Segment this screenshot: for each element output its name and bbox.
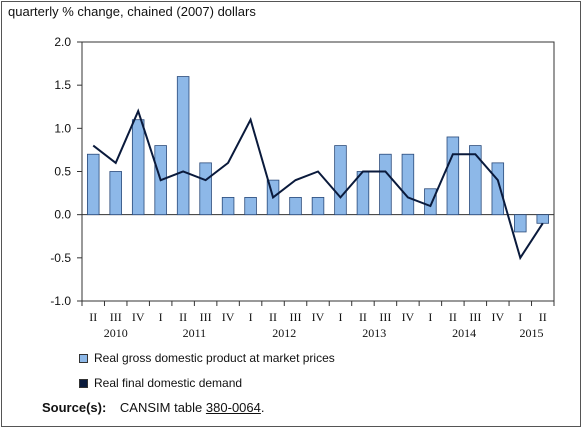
bar [244,196,257,216]
legend-item-final-demand: Real final domestic demand [79,376,242,390]
chart-plot: 2.01.51.00.50.0-0.5-1.0II III IV I II III IV I I… [50,35,555,340]
bar [514,214,527,233]
x-tick-label: III [290,310,302,324]
x-year-label: 2011 [183,326,207,340]
x-tick-label: IV [402,310,415,324]
legend-item-gdp: Real gross domestic product at market pr… [79,351,335,365]
bar [446,136,460,216]
bar [199,162,212,216]
bar [491,162,505,216]
x-tick-label: IV [132,310,145,324]
x-tick-label: II [179,310,187,324]
x-tick-label: III [469,310,481,324]
bar [334,145,347,216]
x-year-label: 2013 [362,326,386,340]
y-tick-label: -0.5 [50,251,71,265]
source-label: Source(s): [42,400,107,415]
bar [424,188,437,216]
x-tick-label: I [338,310,342,324]
bar [86,153,100,216]
x-tick-label: I [518,310,522,324]
x-tick-label: III [200,310,212,324]
x-tick-label: II [89,310,97,324]
source-text: CANSIM table [119,400,203,415]
x-tick-label: III [110,310,122,324]
x-tick-label: I [428,310,432,324]
source-link[interactable]: 380-0064 [205,400,261,415]
y-tick-label: -1.0 [50,294,71,308]
bar [401,153,415,216]
bar [221,196,235,216]
legend-swatch-final-demand [79,378,88,388]
x-tick-label: IV [312,310,325,324]
bar [176,76,190,216]
bar [289,196,302,216]
bar [356,171,370,216]
x-year-label: 2012 [272,326,296,340]
x-tick-label: I [159,310,163,324]
y-tick-label: 0.5 [54,165,71,179]
x-tick-label: II [539,310,547,324]
x-tick-label: IV [222,310,235,324]
x-tick-label: IV [491,310,504,324]
bar [379,153,392,216]
x-tick-label: II [269,310,277,324]
legend-label-final-demand: Real final domestic demand [94,376,243,390]
x-tick-label: II [449,310,457,324]
x-year-label: 2015 [520,326,544,340]
y-tick-label: 2.0 [54,35,71,49]
bar [109,171,122,216]
source-line: Source(s): CANSIM table 380-0064. [42,400,265,415]
bar [131,119,145,216]
source-suffix: . [260,400,265,415]
x-tick-label: II [359,310,367,324]
y-tick-label: 1.5 [54,78,71,92]
bar [536,214,550,224]
x-tick-label: I [249,310,253,324]
line-final-demand [92,108,544,261]
legend-swatch-gdp [79,353,88,363]
x-year-label: 2014 [452,326,476,340]
legend-label-gdp: Real gross domestic product at market pr… [94,351,335,365]
y-tick-label: 0.0 [54,208,71,222]
y-tick-label: 1.0 [54,121,71,135]
bar [469,145,482,216]
bar [311,196,325,216]
x-tick-label: III [379,310,391,324]
x-year-label: 2010 [104,326,128,340]
y-axis-title: quarterly % change, chained (2007) dolla… [8,4,256,19]
